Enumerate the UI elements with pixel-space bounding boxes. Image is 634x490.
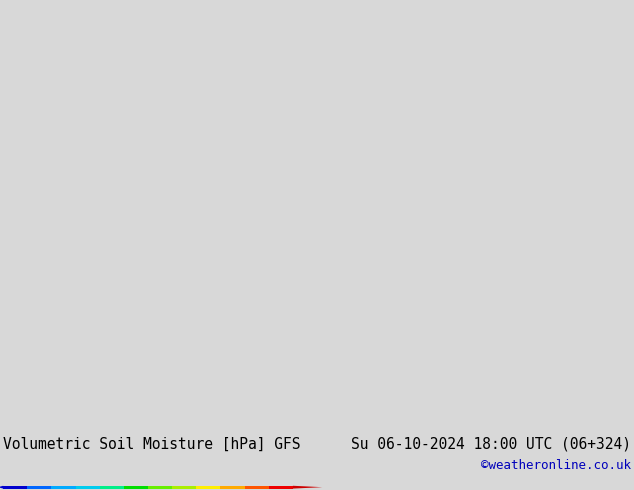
Bar <box>221 486 245 489</box>
Polygon shape <box>0 486 3 489</box>
Polygon shape <box>293 486 322 489</box>
Bar <box>245 486 269 489</box>
Bar <box>148 486 172 489</box>
Bar <box>197 486 221 489</box>
Bar <box>3 486 27 489</box>
Bar <box>269 486 293 489</box>
Text: ©weatheronline.co.uk: ©weatheronline.co.uk <box>481 459 631 472</box>
Bar <box>75 486 100 489</box>
Bar <box>27 486 51 489</box>
Bar <box>51 486 75 489</box>
Text: Su 06-10-2024 18:00 UTC (06+324): Su 06-10-2024 18:00 UTC (06+324) <box>351 437 631 451</box>
Bar <box>100 486 124 489</box>
Bar <box>124 486 148 489</box>
Bar <box>172 486 197 489</box>
Text: Volumetric Soil Moisture [hPa] GFS: Volumetric Soil Moisture [hPa] GFS <box>3 437 301 451</box>
